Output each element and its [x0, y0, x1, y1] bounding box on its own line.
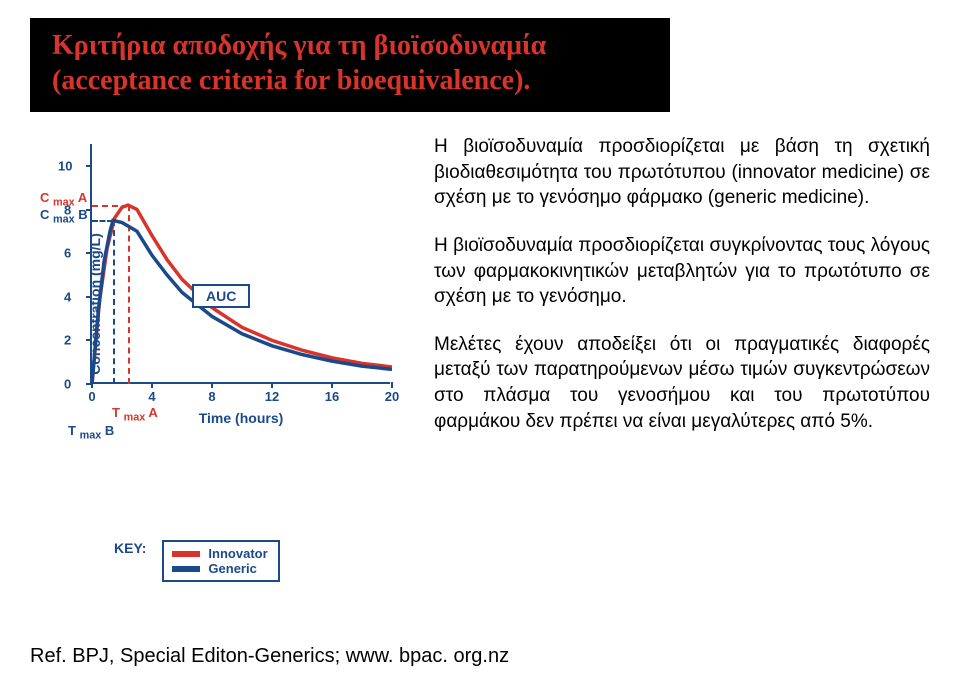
- auc-label: AUC: [192, 284, 250, 308]
- title-box: Κριτήρια αποδοχής για τη βιοϊσοδυναμία (…: [30, 18, 670, 112]
- swatch-generic: [172, 566, 200, 572]
- legend-wrap: KEY: Innovator Generic: [114, 540, 410, 582]
- y-tick-10: 10: [58, 158, 72, 173]
- key-label: KEY:: [114, 540, 146, 556]
- y-tick-2: 2: [64, 333, 71, 348]
- y-tick-4: 4: [64, 289, 71, 304]
- chart-column: Concentration (mg/L) C max A C max B 0 2…: [30, 134, 410, 582]
- content-row: Concentration (mg/L) C max A C max B 0 2…: [30, 134, 930, 582]
- reference: Ref. BPJ, Special Editon-Generics; www. …: [30, 645, 509, 668]
- paragraph-3: Μελέτες έχουν αποδείξει ότι οι πραγματικ…: [434, 332, 930, 435]
- x-tick-20: 20: [385, 389, 399, 404]
- legend-label-innovator: Innovator: [208, 546, 267, 561]
- legend-box: Innovator Generic: [162, 540, 279, 582]
- y-tick-0: 0: [64, 377, 71, 392]
- x-tick-12: 12: [265, 389, 279, 404]
- title-line1: Κριτήρια αποδοχής για τη βιοϊσοδυναμία: [52, 28, 648, 63]
- y-tick-8: 8: [64, 202, 71, 217]
- tmax-a-label: T max A: [112, 405, 158, 424]
- curves-svg: [92, 144, 392, 384]
- x-tick-4: 4: [148, 389, 155, 404]
- legend-label-generic: Generic: [208, 561, 256, 576]
- title-line2: (acceptance criteria for bioequivalence)…: [52, 63, 648, 98]
- legend-generic: Generic: [172, 561, 267, 576]
- paragraph-2: Η βιοϊσοδυναμία προσδιορίζεται συγκρίνον…: [434, 233, 930, 310]
- y-tick-6: 6: [64, 246, 71, 261]
- legend-innovator: Innovator: [172, 546, 267, 561]
- x-tick-8: 8: [208, 389, 215, 404]
- swatch-innovator: [172, 551, 200, 557]
- x-tick-16: 16: [325, 389, 339, 404]
- tmax-b-label: T max B: [68, 423, 114, 442]
- x-tick-0: 0: [88, 389, 95, 404]
- paragraph-1: Η βιοϊσοδυναμία προσδιορίζεται με βάση τ…: [434, 134, 930, 211]
- pk-chart: Concentration (mg/L) C max A C max B 0 2…: [30, 134, 410, 474]
- plot-area: 0 2 4 6 8 10 0 4 8 12: [90, 144, 390, 384]
- x-axis-label: Time (hours): [199, 410, 284, 426]
- text-column: Η βιοϊσοδυναμία προσδιορίζεται με βάση τ…: [434, 134, 930, 456]
